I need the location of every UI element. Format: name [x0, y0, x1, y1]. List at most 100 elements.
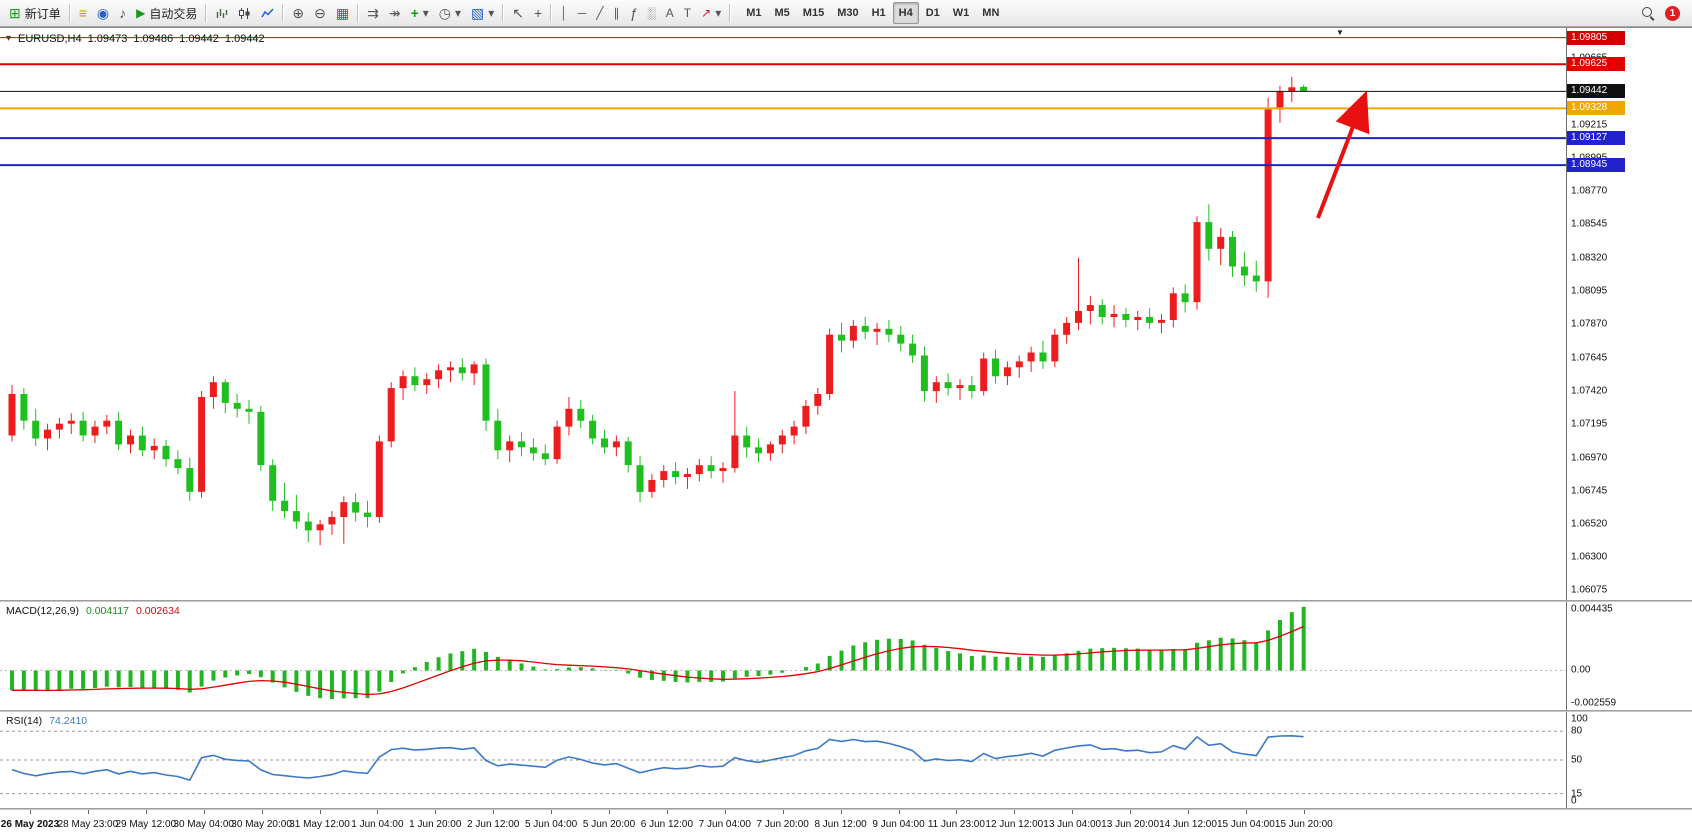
vertical-line-tool[interactable]: │: [555, 2, 573, 24]
timeframe-h1[interactable]: H1: [871, 7, 886, 19]
toolbar-separator: [68, 4, 71, 22]
one-click-trading-toggle[interactable]: ▾: [6, 33, 12, 44]
toolbar-separator: [357, 4, 360, 22]
text-label-tool[interactable]: T: [679, 2, 696, 24]
zoom-in-button[interactable]: ⊕: [287, 2, 309, 24]
time-axis-label: 28 May 23:00: [57, 819, 119, 830]
time-axis-label: 9 Jun 04:00: [872, 819, 925, 830]
arrows-tool[interactable]: ↗ ▾: [696, 2, 726, 24]
pane-separator[interactable]: [0, 808, 1692, 810]
trendline-tool[interactable]: ╱: [591, 2, 608, 24]
rsi-tick-label: 50: [1571, 754, 1583, 766]
price-tick-label: 1.06520: [1571, 518, 1608, 530]
price-tick-label: 1.06300: [1571, 551, 1608, 563]
chart-window: ▾ EURUSD,H4 1.09473 1.09486 1.09442 1.09…: [0, 27, 1692, 839]
line-chart-button[interactable]: [256, 2, 279, 24]
chart-shift-button[interactable]: ↠: [384, 2, 406, 24]
toolbar-separator: [205, 4, 208, 22]
macd-label: MACD(12,26,9) 0.004117 0.002634: [6, 605, 180, 617]
cursor-button[interactable]: ↖: [507, 2, 529, 24]
community-button[interactable]: ◉: [92, 2, 114, 24]
zoom-out-button[interactable]: ⊖: [309, 2, 331, 24]
rsi-label: RSI(14) 74.2410: [6, 715, 87, 727]
price-badge: 1.09805: [1567, 30, 1625, 45]
time-axis-label: 26 May 2023: [0, 819, 60, 830]
timeframe-d1[interactable]: D1: [925, 7, 940, 19]
market-depth-button[interactable]: ≡: [74, 2, 92, 24]
fibonacci-tool[interactable]: ƒ: [624, 2, 642, 24]
horizontal-line-tool[interactable]: ─: [573, 2, 592, 24]
time-axis-label: 5 Jun 20:00: [582, 819, 636, 830]
tile-windows-button[interactable]: ▦: [331, 2, 354, 24]
price-tick-label: 1.07420: [1571, 385, 1608, 397]
timeframe-m15[interactable]: M15: [802, 7, 825, 19]
shapes-tool[interactable]: ░: [642, 2, 661, 24]
time-axis-label: 1 Jun 04:00: [351, 819, 404, 830]
fibonacci-icon: ƒ: [629, 5, 638, 21]
indicators-button[interactable]: + ▾: [406, 2, 434, 24]
timeframe-m5[interactable]: M5: [774, 7, 790, 19]
macd-indicator-name: MACD(12,26,9): [6, 605, 79, 617]
rsi-tick-label: 0: [1571, 795, 1577, 807]
autotrade-play-icon: ▶: [136, 6, 146, 20]
notification-badge[interactable]: 1: [1665, 5, 1680, 21]
timeframe-h4[interactable]: H4: [892, 2, 919, 24]
timeframe-mn[interactable]: MN: [982, 7, 1000, 19]
clock-icon: ◷: [438, 5, 451, 21]
timeframe-m30[interactable]: M30: [837, 7, 859, 19]
templates-button[interactable]: ▧ ▾: [466, 2, 499, 24]
auto-trading-button[interactable]: ▶ 自动交易: [131, 2, 202, 24]
timeframe-m1[interactable]: M1: [746, 7, 762, 19]
price-pane: ▾ EURUSD,H4 1.09473 1.09486 1.09442 1.09…: [0, 28, 1566, 600]
auto-scroll-button[interactable]: ⇉: [362, 2, 384, 24]
candlestick-chart-button[interactable]: [233, 2, 256, 24]
time-axis[interactable]: 26 May 2023 28 May 23:00 29 May 12:00 30 Ma…: [0, 810, 1692, 839]
time-axis-label: 30 May 04:00: [173, 819, 234, 830]
trend-arrow-annotation[interactable]: [1316, 90, 1370, 219]
alerts-icon: ♪: [119, 5, 127, 21]
periods-button[interactable]: ◷ ▾: [434, 2, 466, 24]
macd-main-value: 0.004117: [85, 605, 129, 617]
time-axis-label: 15 Jun 04:00: [1216, 819, 1275, 830]
quote-low: 1.09442: [179, 33, 219, 45]
time-axis-label: 14 Jun 12:00: [1159, 819, 1217, 830]
timeframe-w1[interactable]: W1: [952, 7, 970, 19]
time-axis-label: 8 Jun 12:00: [814, 819, 867, 830]
toolbar-separator: [729, 4, 732, 22]
price-tick-label: 1.08320: [1571, 252, 1608, 264]
time-axis-label: 6 Jun 12:00: [640, 819, 694, 830]
time-tick: [1303, 810, 1305, 814]
rsi-axis[interactable]: 100 80 50 15 0: [1566, 712, 1692, 808]
new-order-button[interactable]: ⊞ 新订单: [4, 2, 66, 24]
time-tick: [203, 810, 205, 814]
rsi-tick-label: 80: [1571, 725, 1583, 737]
price-tick-label: 1.08770: [1571, 185, 1608, 197]
price-tick-label: 1.06075: [1571, 584, 1608, 596]
toolbar: ⊞ 新订单 ≡ ◉ ♪ ▶ 自动交易 ⊕ ⊖: [0, 0, 1692, 27]
time-axis-label: 30 May 20:00: [231, 819, 292, 830]
time-tick: [1130, 810, 1132, 814]
pane-separator[interactable]: [0, 600, 1692, 602]
time-axis-label: 5 Jun 04:00: [524, 819, 578, 830]
alerts-button[interactable]: ♪: [114, 2, 131, 24]
channel-tool[interactable]: ∥: [608, 2, 624, 24]
crosshair-button[interactable]: +: [529, 2, 547, 24]
chart-title: ▾ EURUSD,H4 1.09473 1.09486 1.09442 1.09…: [6, 33, 265, 45]
text-tool[interactable]: A: [661, 2, 679, 24]
arrow-tool-icon: ↗: [701, 6, 712, 20]
bar-chart-button[interactable]: [210, 2, 233, 24]
price-axis[interactable]: 1.096651.094401.092151.089951.087701.085…: [1566, 28, 1692, 600]
price-tick-label: 1.07870: [1571, 318, 1608, 330]
macd-tick-label: 0.00: [1571, 664, 1591, 676]
search-icon[interactable]: [1642, 6, 1655, 20]
macd-axis[interactable]: 0.004435 0.00 -0.002559: [1566, 602, 1692, 710]
zoom-in-icon: ⊕: [292, 5, 305, 21]
timeframe-toolbar: M1 M5 M15 M30 H1 H4 D1 W1 MN: [740, 2, 1005, 24]
price-tick-label: 1.08545: [1571, 218, 1608, 230]
tile-windows-icon: ▦: [335, 5, 350, 21]
macd-tick-label: -0.002559: [1571, 697, 1617, 709]
time-tick: [30, 810, 31, 814]
time-tick: [1245, 810, 1247, 814]
quote-open: 1.09473: [87, 33, 128, 45]
pane-separator[interactable]: [0, 710, 1692, 712]
